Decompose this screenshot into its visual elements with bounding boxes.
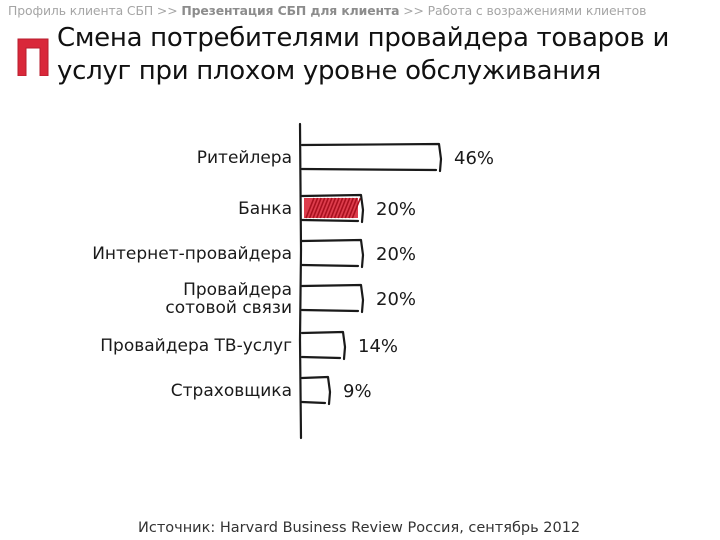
breadcrumb: Профиль клиента СБП >> Презентация СБП д… [8, 3, 718, 18]
breadcrumb-part-3[interactable]: >> Работа с возражениями клиентов [399, 3, 647, 18]
breadcrumb-part-1[interactable]: Профиль клиента СБП >> [8, 3, 182, 18]
bar-5 [300, 330, 347, 361]
category-label-6: Страховщика [171, 381, 292, 401]
value-label-3: 20% [376, 244, 416, 265]
value-label-6: 9% [343, 381, 372, 402]
bar-scribble-2 [305, 197, 362, 219]
category-label-2: Банка [238, 199, 292, 219]
value-label-1: 46% [454, 148, 494, 169]
category-label-4-line-1: Провайдера [183, 280, 292, 300]
bar-3 [300, 238, 365, 269]
bar-4 [300, 283, 365, 314]
red-bracket-logo-icon [17, 38, 49, 76]
bar-6 [300, 375, 332, 406]
value-label-2: 20% [376, 199, 416, 220]
category-label-5: Провайдера ТВ-услуг [100, 336, 292, 356]
source-note: Источник: Harvard Business Review Россия… [138, 520, 581, 536]
bar-1 [300, 142, 443, 173]
breadcrumb-part-2[interactable]: Презентация СБП для клиента [181, 3, 400, 18]
value-label-5: 14% [358, 336, 398, 357]
y-axis-line [298, 122, 303, 440]
category-label-3: Интернет-провайдера [92, 244, 292, 264]
value-label-4: 20% [376, 289, 416, 310]
bar-2 [300, 193, 365, 224]
category-label-1: Ритейлера [197, 148, 292, 168]
slide-title: Смена потребителями провайдера товаров и… [57, 23, 670, 86]
category-label-4-line-2: сотовой связи [165, 298, 292, 318]
